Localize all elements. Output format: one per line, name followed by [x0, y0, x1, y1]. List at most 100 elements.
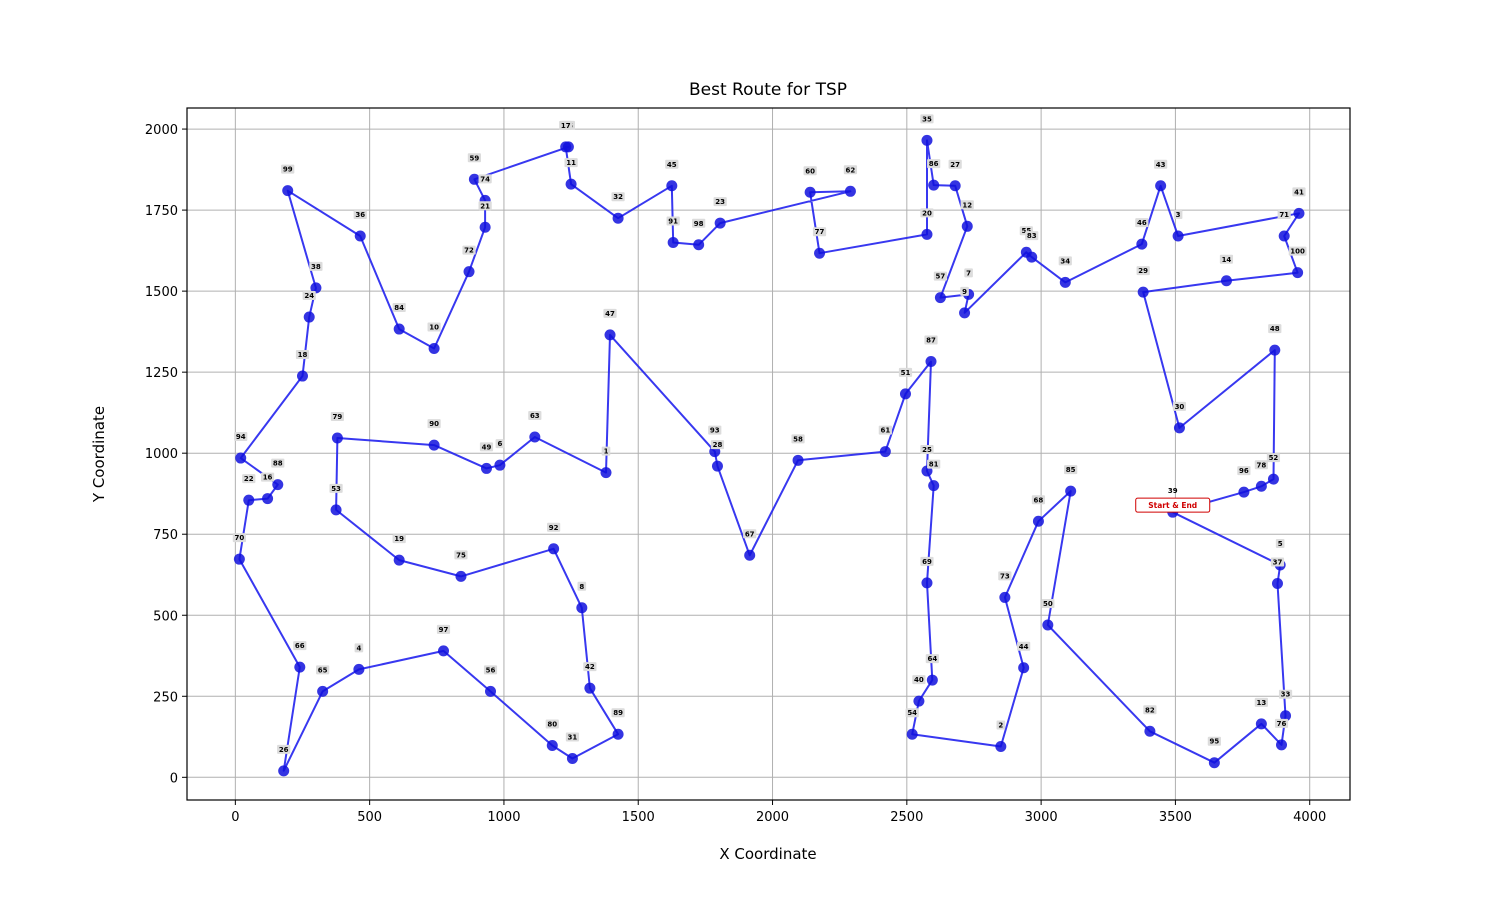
city-label-84: 84 [394, 304, 404, 312]
axis-ticks: 0 500 1000 1500 2000 2500 3000 3500 400002505007… [145, 123, 1326, 825]
x-tick-label: 0 [231, 810, 239, 825]
city-label-81: 81 [929, 461, 939, 469]
city-label-bg [898, 367, 913, 377]
city-label-24: 24 [304, 292, 314, 300]
city-label-bg [479, 442, 494, 452]
city-label-68: 68 [1034, 496, 1044, 504]
city-label-bg [564, 158, 578, 168]
city-label-bg [309, 261, 323, 271]
city-point-78 [1255, 480, 1267, 492]
city-label-71: 71 [1279, 211, 1289, 219]
x-tick-label: 1000 [487, 810, 520, 825]
city-label-86: 86 [929, 160, 939, 168]
city-point-30 [1173, 422, 1185, 434]
city-label-47: 47 [605, 310, 615, 318]
city-label-bg [927, 159, 941, 169]
city-point-33 [1280, 710, 1292, 722]
city-label-bg [1278, 689, 1293, 699]
city-label-96: 96 [1239, 467, 1249, 475]
city-label-10: 10 [429, 323, 439, 331]
city-label-99: 99 [283, 166, 293, 174]
city-label-bg [1254, 460, 1268, 470]
city-point-65 [317, 685, 329, 697]
city-point-45 [666, 180, 678, 192]
city-label-bg [547, 522, 561, 532]
city-label-12: 12 [962, 201, 972, 209]
city-label-bg [611, 708, 625, 718]
city-point-48 [1269, 344, 1281, 356]
city-label-25: 25 [922, 446, 932, 454]
city-label-74: 74 [480, 175, 490, 183]
city-label-78: 78 [1256, 461, 1266, 469]
start-end-marker: Start & End [1135, 497, 1211, 513]
city-point-81 [928, 480, 940, 492]
city-label-52: 52 [1269, 454, 1279, 462]
city-point-51 [899, 388, 911, 400]
city-point-32 [612, 212, 624, 224]
city-label-72: 72 [464, 247, 474, 255]
city-label-bg [329, 483, 343, 493]
city-point-27 [949, 180, 961, 192]
city-label-bg [295, 350, 310, 360]
city-label-bg [559, 120, 573, 130]
city-label-38: 38 [311, 263, 321, 271]
city-point-10 [428, 342, 440, 354]
city-label-35: 35 [922, 115, 932, 123]
city-point-75 [455, 570, 467, 582]
city-label-50: 50 [1043, 600, 1053, 608]
city-point-17 [560, 141, 572, 153]
city-point-20 [921, 228, 933, 240]
city-point-12 [961, 220, 973, 232]
city-point-64 [926, 674, 938, 686]
city-label-bg [293, 641, 307, 651]
city-label-30: 30 [1175, 403, 1185, 411]
city-label-80: 80 [547, 721, 557, 729]
city-label-bg [583, 662, 597, 672]
city-point-19 [393, 554, 405, 566]
city-label-bg [998, 571, 1012, 581]
city-label-64: 64 [927, 655, 937, 663]
city-label-bg [483, 665, 498, 675]
city-label-bg [478, 174, 492, 184]
city-label-94: 94 [236, 433, 246, 441]
city-point-56 [485, 685, 497, 697]
city-label-bg [713, 197, 727, 207]
city-label-27: 27 [950, 161, 960, 169]
y-tick-label: 1750 [145, 204, 178, 219]
city-label-bg [1275, 539, 1285, 549]
city-label-bg [1219, 254, 1234, 264]
city-label-bg [708, 425, 722, 435]
city-label-bg [277, 744, 291, 754]
chart-title: Best Route for TSP [689, 80, 847, 100]
city-point-4 [353, 663, 365, 675]
city-label-37: 37 [1273, 558, 1283, 566]
city-label-9: 9 [962, 288, 967, 296]
city-label-bg [1268, 324, 1282, 334]
city-label-83: 83 [1027, 232, 1037, 240]
city-label-49: 49 [482, 443, 492, 451]
city-label-70: 70 [235, 534, 245, 542]
city-label-bg [260, 472, 275, 482]
city-label-40: 40 [914, 676, 924, 684]
city-label-23: 23 [715, 198, 725, 206]
city-label-bg [920, 556, 934, 566]
city-label-bg [924, 335, 938, 345]
city-label-76: 76 [1277, 720, 1287, 728]
city-point-43 [1155, 180, 1167, 192]
city-label-11: 11 [566, 159, 576, 167]
city-point-77 [814, 247, 826, 259]
city-point-72 [463, 266, 475, 278]
city-point-37 [1271, 577, 1283, 589]
city-label-20: 20 [922, 209, 932, 217]
city-point-11 [565, 178, 577, 190]
city-label-bg [933, 271, 947, 281]
city-label-69: 69 [922, 558, 932, 566]
y-tick-label: 1250 [145, 366, 178, 381]
city-label-8: 8 [579, 583, 584, 591]
city-point-87 [925, 355, 937, 367]
city-label-bg [843, 165, 858, 175]
city-point-91 [667, 237, 679, 249]
city-label-bg [1058, 256, 1072, 266]
y-tick-label: 1500 [145, 285, 178, 300]
